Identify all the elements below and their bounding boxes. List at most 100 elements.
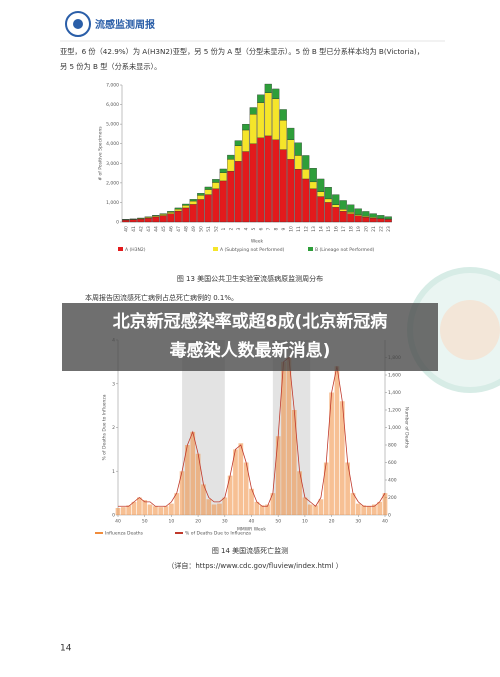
y2-tick-label: 1,200 xyxy=(388,408,401,414)
bar-segment xyxy=(129,219,137,223)
death-bar xyxy=(366,506,372,515)
banner-title: 北京新冠感染率或超8成(北京新冠病 xyxy=(113,311,388,332)
x-tick-label: 22 xyxy=(378,226,384,232)
x-axis-label: Week xyxy=(251,239,264,245)
x-tick-label: 51 xyxy=(206,226,212,232)
death-bar xyxy=(339,401,345,515)
death-bar xyxy=(174,493,180,515)
x-tick-label: 49 xyxy=(191,226,197,232)
bar-segment xyxy=(309,168,317,183)
x-tick-label: 52 xyxy=(213,226,219,232)
bar-segment xyxy=(204,186,212,190)
bar-segment xyxy=(212,188,220,223)
bar-segment xyxy=(369,213,377,218)
bar-segment xyxy=(167,211,175,213)
bar-segment xyxy=(332,194,340,205)
x-tick-label: 43 xyxy=(146,226,152,232)
bar-segment xyxy=(159,214,167,216)
source-link[interactable]: （详自：https://www.cdc.gov/fluview/index.ht… xyxy=(167,561,342,570)
death-bar xyxy=(238,443,244,515)
death-bar xyxy=(297,471,302,515)
bar-segment xyxy=(144,216,152,218)
bar-segment xyxy=(317,178,325,192)
x-tick-label: 9 xyxy=(281,227,287,230)
x-tick-label: 16 xyxy=(333,226,339,232)
y-tick-label: 7,000 xyxy=(106,83,119,89)
x-tick-label: 20 xyxy=(363,226,369,232)
death-bar xyxy=(355,503,361,515)
bar-segment xyxy=(377,218,385,223)
y-tick-label: 1 xyxy=(112,469,115,475)
paragraph-line: 另 5 份为 B 型（分系未显示）。 xyxy=(60,62,161,71)
x-tick-label: 7 xyxy=(266,227,272,230)
bar-segment xyxy=(309,188,317,223)
bar-segment xyxy=(249,143,257,223)
bar-segment xyxy=(159,215,167,223)
bar-segment xyxy=(159,213,167,215)
x-tick-label: 18 xyxy=(348,226,354,232)
bar-segment xyxy=(197,195,205,200)
legend-label: B (Lineage not Performed) xyxy=(315,247,375,253)
bar-segment xyxy=(272,139,280,223)
bar-segment xyxy=(324,202,332,223)
paragraph: 本周报告因流感死亡病例占总死亡病例的 0.1%。 xyxy=(85,293,238,302)
death-bar xyxy=(158,507,164,515)
death-bar xyxy=(249,488,254,515)
bar-segment xyxy=(204,189,212,195)
y-tick-label: 4,000 xyxy=(106,141,119,147)
death-bar xyxy=(259,505,265,515)
death-bar xyxy=(361,505,366,515)
decoration xyxy=(440,300,500,360)
x-tick-label: 50 xyxy=(275,519,281,525)
bar-segment xyxy=(309,181,317,189)
bar-segment xyxy=(384,219,392,223)
death-bar xyxy=(313,505,318,515)
bar-segment xyxy=(324,198,332,203)
x-tick-label: 20 xyxy=(329,519,335,525)
death-bar xyxy=(163,506,169,515)
death-bar xyxy=(131,501,137,515)
death-bar xyxy=(195,453,201,515)
bar-segment xyxy=(227,154,235,160)
death-bar xyxy=(382,493,388,515)
x-tick-label: 40 xyxy=(115,519,121,525)
bar-segment xyxy=(264,83,272,93)
bar-segment xyxy=(324,187,332,200)
death-bar xyxy=(270,493,276,515)
bar-segment xyxy=(339,200,347,210)
bar-segment xyxy=(189,199,197,202)
y2-tick-label: 600 xyxy=(388,460,397,466)
legend-label: % of Deaths Due to Influenza xyxy=(185,531,251,537)
bar-segment xyxy=(219,180,227,223)
y2-tick-label: 1,600 xyxy=(388,373,401,379)
bar-segment xyxy=(287,159,295,223)
x-tick-label: 15 xyxy=(326,226,332,232)
death-bar xyxy=(115,508,121,515)
bar-segment xyxy=(264,135,272,223)
legend-swatch xyxy=(118,247,123,251)
legend-label: A (H3N2) xyxy=(125,247,146,253)
bar-segment xyxy=(167,212,175,214)
x-tick-label: 4 xyxy=(243,227,249,230)
bar-segment xyxy=(347,204,355,213)
bar-segment xyxy=(257,102,265,138)
death-bar xyxy=(233,449,238,515)
x-tick-label: 11 xyxy=(296,226,302,232)
bar-segment xyxy=(234,161,242,223)
death-bar xyxy=(265,504,270,515)
y-tick-label: 0 xyxy=(112,513,115,519)
bar-segment xyxy=(174,207,182,210)
bar-segment xyxy=(279,109,287,121)
bar-segment xyxy=(189,204,197,223)
bar-segment xyxy=(332,204,340,208)
x-tick-label: 5 xyxy=(251,227,257,230)
x-axis-label: MMWR Week xyxy=(237,527,266,533)
death-bar xyxy=(377,501,383,515)
x-tick-label: 40 xyxy=(123,226,129,232)
x-tick-label: 44 xyxy=(153,226,159,232)
legend-swatch xyxy=(308,247,313,251)
death-bar xyxy=(201,484,206,515)
bar-segment xyxy=(279,120,287,150)
death-bar xyxy=(153,506,158,515)
y2-tick-label: 400 xyxy=(388,478,397,484)
